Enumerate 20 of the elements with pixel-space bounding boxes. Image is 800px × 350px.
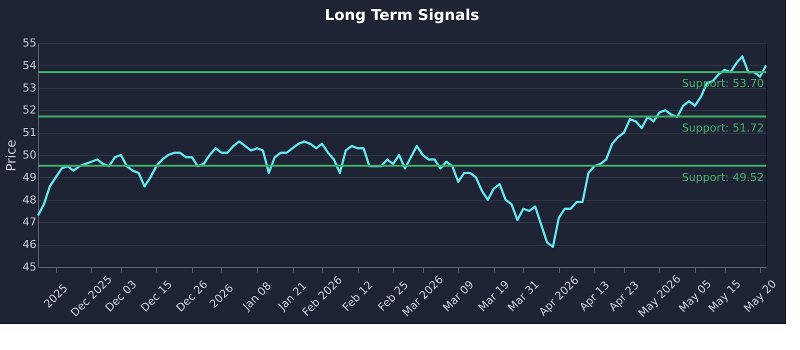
ref-line-label: Support: 49.52	[682, 170, 764, 184]
x-tick-label: Feb 12	[340, 278, 376, 314]
ref-line-label: Support: 51.72	[682, 121, 764, 134]
y-tick-label: 52	[22, 104, 36, 117]
y-tick-label: 46	[22, 238, 36, 252]
y-tick-label: 50	[22, 148, 36, 162]
line-series	[36, 55, 768, 248]
y-axis-title: Price	[4, 140, 20, 172]
chart-title: Long Term Signals	[324, 6, 480, 24]
y-tick-label: 55	[22, 36, 36, 50]
x-tick-label: Dec 26	[174, 278, 210, 314]
y-tick-label: 45	[22, 260, 36, 274]
y-tick-label: 47	[22, 216, 36, 229]
y-tick-label: 51	[22, 126, 36, 140]
y-tick-label: 49	[22, 170, 36, 184]
y-tick-label: 54	[22, 58, 36, 72]
y-tick-label: 48	[22, 193, 36, 206]
x-tick-label: Dec 15	[138, 278, 175, 314]
y-tick-label: 53	[22, 81, 36, 94]
x-tick-label: Jan 08	[240, 279, 274, 314]
